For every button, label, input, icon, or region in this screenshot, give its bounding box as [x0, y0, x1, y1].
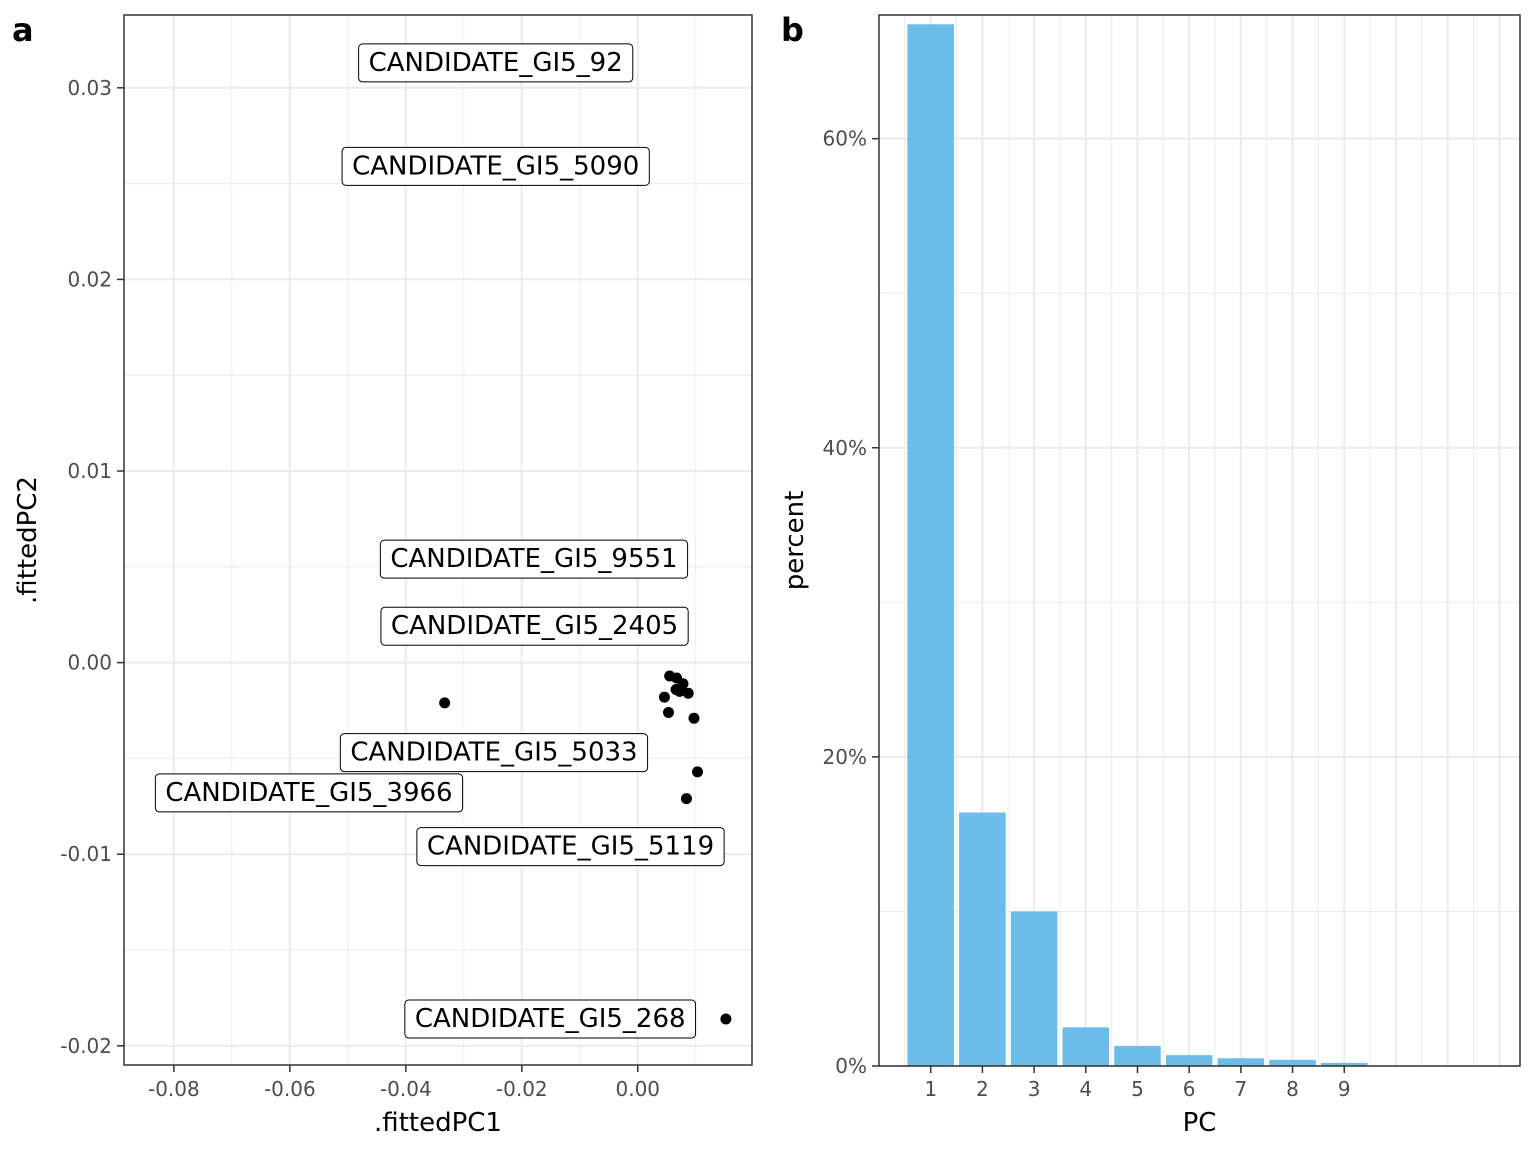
x-tick-label: 5 [1131, 1077, 1144, 1101]
point-label-text: CANDIDATE_GI5_9551 [390, 544, 677, 574]
y-tick-label: -0.02 [60, 1034, 112, 1058]
bar-pc-3 [1011, 911, 1058, 1066]
y-tick-label: 0.01 [67, 459, 112, 483]
point-label: CANDIDATE_GI5_268 [405, 1000, 696, 1038]
x-tick-label: 6 [1183, 1077, 1196, 1101]
bar-pc-2 [959, 813, 1006, 1066]
point-label: CANDIDATE_GI5_3966 [155, 774, 462, 812]
bar-pc-7 [1218, 1058, 1265, 1066]
scatter-point [720, 1014, 731, 1025]
point-label-text: CANDIDATE_GI5_2405 [391, 611, 678, 641]
scatter-x-axis-title: .fittedPC1 [374, 1108, 502, 1138]
scatter-x-ticks: -0.08 -0.06 -0.04 -0.02 0.00 [148, 1065, 660, 1101]
scatter-y-ticks: -0.02 -0.01 0.00 0.01 0.02 0.03 [60, 76, 124, 1058]
bar-pc-4 [1063, 1027, 1110, 1066]
x-tick-label: -0.04 [380, 1077, 432, 1101]
scatter-point [663, 707, 674, 718]
scatter-panel: CANDIDATE_GI5_92 CANDIDATE_GI5_5090 CANDID… [13, 15, 752, 1138]
x-tick-label: 0.00 [615, 1077, 660, 1101]
bar-pc-1 [907, 24, 954, 1066]
scatter-point [683, 688, 694, 699]
y-tick-label: 0.02 [67, 267, 112, 291]
bar-pc-6 [1166, 1055, 1213, 1066]
point-label: CANDIDATE_GI5_5033 [340, 734, 647, 772]
bar-x-ticks: 1 2 3 4 5 6 7 8 9 [924, 1066, 1350, 1101]
point-label: CANDIDATE_GI5_5090 [342, 147, 649, 185]
y-tick-label: 60% [823, 127, 867, 151]
point-label-text: CANDIDATE_GI5_92 [369, 48, 623, 78]
y-tick-label: 40% [823, 436, 867, 460]
y-tick-label: 0.03 [67, 76, 112, 100]
x-tick-label: 2 [976, 1077, 989, 1101]
point-label: CANDIDATE_GI5_2405 [381, 607, 688, 645]
point-label-text: CANDIDATE_GI5_5119 [427, 832, 714, 862]
y-tick-label: 0% [835, 1054, 867, 1078]
x-tick-label: 8 [1286, 1077, 1299, 1101]
point-label-text: CANDIDATE_GI5_3966 [165, 778, 452, 808]
bar-pc-5 [1114, 1046, 1161, 1066]
point-label: CANDIDATE_GI5_92 [359, 44, 633, 82]
panel-b-tag: b [781, 11, 804, 49]
point-label-text: CANDIDATE_GI5_5090 [352, 151, 639, 181]
scatter-point [692, 766, 703, 777]
x-tick-label: 1 [924, 1077, 937, 1101]
bar-pc-8 [1269, 1060, 1316, 1066]
bar-y-axis-title: percent [780, 491, 810, 591]
bar-x-axis-title: PC [1183, 1108, 1217, 1138]
x-tick-label: 9 [1338, 1077, 1351, 1101]
scatter-point [689, 713, 700, 724]
scatter-point [659, 692, 670, 703]
scatter-point [439, 697, 450, 708]
bar-y-ticks: 0% 20% 40% 60% [823, 127, 879, 1078]
x-tick-label: 7 [1234, 1077, 1247, 1101]
y-tick-label: 20% [823, 745, 867, 769]
y-tick-label: -0.01 [60, 842, 112, 866]
y-tick-label: 0.00 [67, 651, 112, 675]
scatter-y-axis-title: .fittedPC2 [13, 476, 43, 604]
point-label: CANDIDATE_GI5_9551 [380, 540, 687, 578]
x-tick-label: -0.06 [264, 1077, 316, 1101]
panel-a-tag: a [12, 11, 34, 49]
point-label-text: CANDIDATE_GI5_268 [415, 1004, 686, 1034]
bar-panel: 1 2 3 4 5 6 7 8 9 0% 20% 40% 60% PC percent [780, 15, 1520, 1138]
scatter-labels: CANDIDATE_GI5_92 CANDIDATE_GI5_5090 CANDID… [155, 44, 724, 1038]
x-tick-label: -0.08 [148, 1077, 200, 1101]
x-tick-label: 4 [1079, 1077, 1092, 1101]
x-tick-label: 3 [1028, 1077, 1041, 1101]
point-label: CANDIDATE_GI5_5119 [417, 828, 724, 866]
point-label-text: CANDIDATE_GI5_5033 [350, 738, 637, 768]
scatter-point [681, 793, 692, 804]
x-tick-label: -0.02 [496, 1077, 548, 1101]
